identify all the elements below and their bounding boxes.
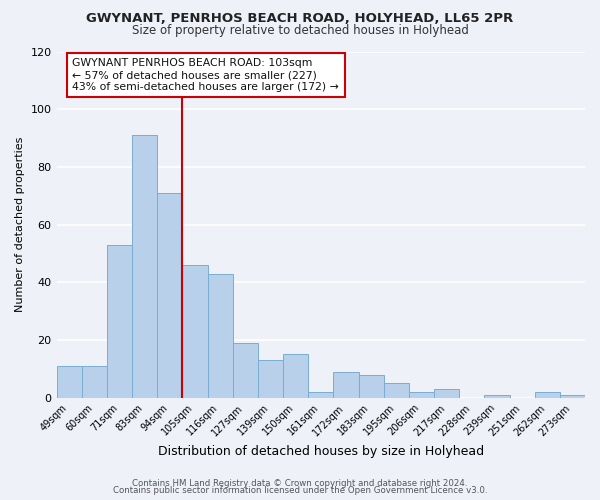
- Bar: [107, 245, 132, 398]
- Bar: [258, 360, 283, 398]
- Bar: [132, 135, 157, 398]
- Bar: [157, 193, 182, 398]
- Bar: [308, 392, 334, 398]
- Y-axis label: Number of detached properties: Number of detached properties: [15, 137, 25, 312]
- Bar: [283, 354, 308, 398]
- Text: Contains public sector information licensed under the Open Government Licence v3: Contains public sector information licen…: [113, 486, 487, 495]
- Bar: [434, 389, 459, 398]
- Bar: [208, 274, 233, 398]
- Text: Size of property relative to detached houses in Holyhead: Size of property relative to detached ho…: [131, 24, 469, 37]
- Bar: [383, 384, 409, 398]
- Text: Contains HM Land Registry data © Crown copyright and database right 2024.: Contains HM Land Registry data © Crown c…: [132, 478, 468, 488]
- Bar: [182, 265, 208, 398]
- Bar: [56, 366, 82, 398]
- Bar: [233, 343, 258, 398]
- Bar: [334, 372, 359, 398]
- X-axis label: Distribution of detached houses by size in Holyhead: Distribution of detached houses by size …: [158, 444, 484, 458]
- Text: GWYNANT PENRHOS BEACH ROAD: 103sqm
← 57% of detached houses are smaller (227)
43: GWYNANT PENRHOS BEACH ROAD: 103sqm ← 57%…: [73, 58, 339, 92]
- Bar: [560, 395, 585, 398]
- Bar: [82, 366, 107, 398]
- Text: GWYNANT, PENRHOS BEACH ROAD, HOLYHEAD, LL65 2PR: GWYNANT, PENRHOS BEACH ROAD, HOLYHEAD, L…: [86, 12, 514, 26]
- Bar: [409, 392, 434, 398]
- Bar: [359, 374, 383, 398]
- Bar: [484, 395, 509, 398]
- Bar: [535, 392, 560, 398]
